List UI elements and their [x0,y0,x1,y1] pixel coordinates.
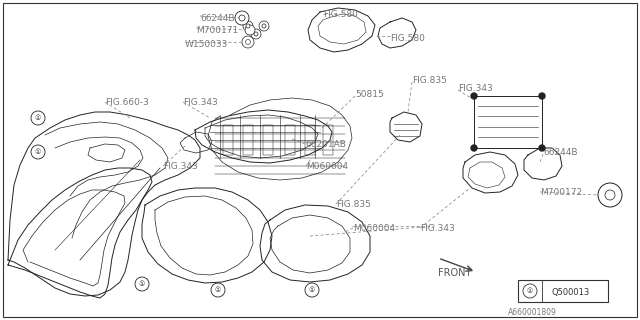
Circle shape [539,93,545,99]
Circle shape [254,32,258,36]
Text: FIG.835: FIG.835 [336,200,371,209]
Circle shape [539,145,545,151]
Circle shape [243,21,253,31]
Text: FIG.343: FIG.343 [420,224,455,233]
Text: A660001809: A660001809 [508,308,557,317]
Circle shape [242,36,254,48]
Text: M060004: M060004 [306,162,348,171]
Text: 50815: 50815 [355,90,384,99]
Text: 66244B: 66244B [200,14,234,23]
Text: W150033: W150033 [185,40,228,49]
Text: ①: ① [215,287,221,293]
Circle shape [305,283,319,297]
Circle shape [471,93,477,99]
Text: FIG.580: FIG.580 [390,34,425,43]
Text: FIG.343: FIG.343 [183,98,218,107]
Text: FIG.343: FIG.343 [458,84,493,93]
Text: FIG.660-3: FIG.660-3 [105,98,149,107]
Bar [474,96,542,148]
Text: FIG.580: FIG.580 [323,10,358,19]
Circle shape [211,283,225,297]
Text: M700171: M700171 [196,26,238,35]
Circle shape [471,145,477,151]
Text: 66201AB: 66201AB [305,140,346,149]
Text: Q500013: Q500013 [551,288,589,297]
Circle shape [135,277,149,291]
Text: 66244B: 66244B [543,148,577,157]
Circle shape [605,190,615,200]
Circle shape [251,29,261,39]
Text: FIG.835: FIG.835 [412,76,447,85]
Circle shape [598,183,622,207]
Circle shape [523,284,537,298]
Circle shape [235,11,249,25]
Text: M060004: M060004 [353,224,395,233]
Text: FRONT: FRONT [438,268,472,278]
Circle shape [31,111,45,125]
Bar [518,280,608,302]
Text: ①: ① [309,287,315,293]
Text: ①: ① [139,281,145,287]
Circle shape [246,39,250,44]
Text: ①: ① [35,149,41,155]
Circle shape [239,15,245,21]
Text: ①: ① [527,288,533,294]
Circle shape [245,25,255,35]
Circle shape [246,24,250,28]
Circle shape [262,24,266,28]
Text: FIG.343: FIG.343 [163,162,198,171]
Text: ①: ① [35,115,41,121]
Circle shape [31,145,45,159]
Circle shape [259,21,269,31]
Text: M700172: M700172 [540,188,582,197]
